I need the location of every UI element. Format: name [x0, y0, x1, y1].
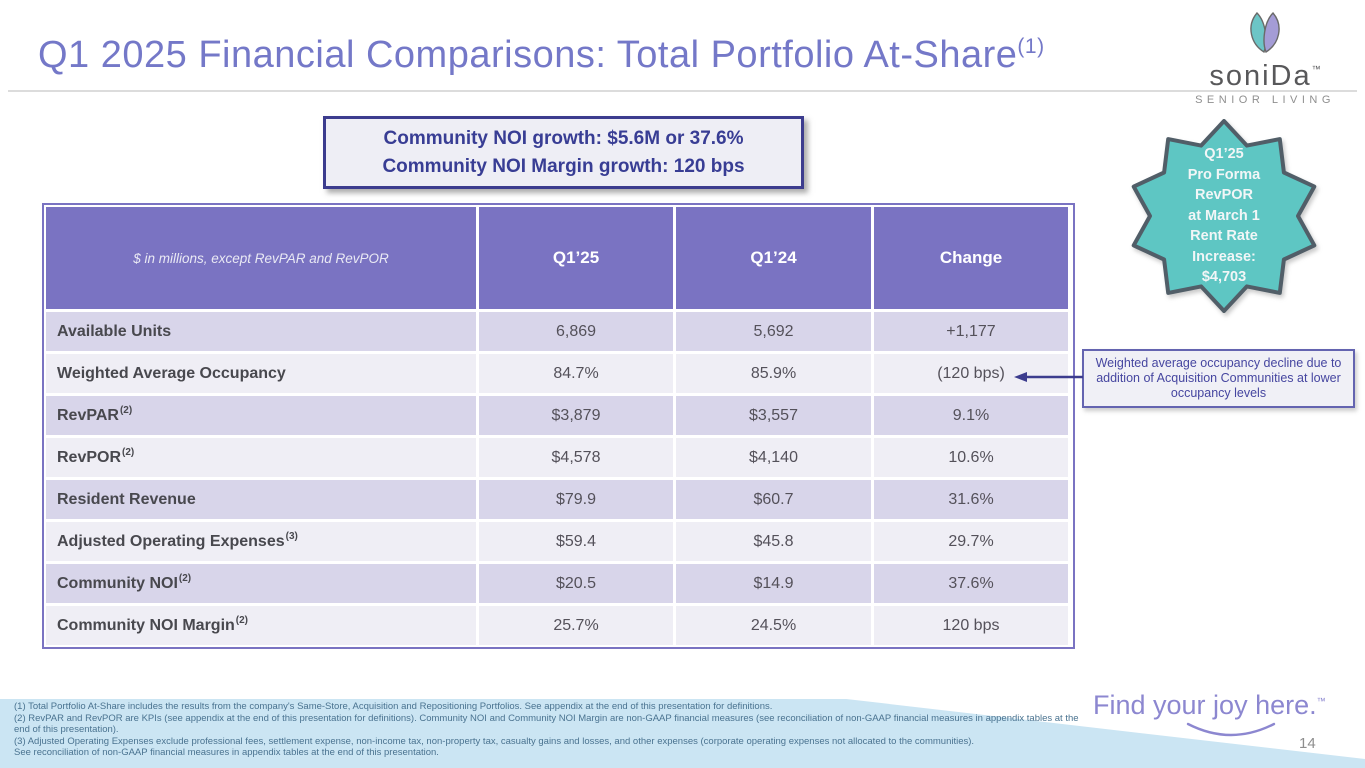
- smile-arc-icon: [1186, 722, 1276, 737]
- table-cell: $59.4: [479, 522, 673, 561]
- sonida-logo: soniDa™ SENIOR LIVING: [1190, 10, 1340, 106]
- table-cell: 84.7%: [479, 354, 673, 393]
- badge-line: RevPOR: [1194, 187, 1254, 204]
- badge-line: at March 1: [1188, 207, 1260, 224]
- page-number: 14: [1299, 735, 1316, 752]
- table-cell: 9.1%: [874, 396, 1068, 435]
- row-label: Resident Revenue: [46, 480, 476, 519]
- table-cell: (120 bps): [874, 354, 1068, 393]
- table-cell: 24.5%: [676, 606, 871, 645]
- table-cell: 6,869: [479, 312, 673, 351]
- table-cell: $79.9: [479, 480, 673, 519]
- table-cell: 10.6%: [874, 438, 1068, 477]
- table-cell: 120 bps: [874, 606, 1068, 645]
- title-divider: [8, 90, 1357, 92]
- badge-line: Pro Forma: [1187, 166, 1261, 183]
- starburst-icon: [1131, 119, 1317, 313]
- table-cell: $60.7: [676, 480, 871, 519]
- table-cell: $45.8: [676, 522, 871, 561]
- table-cell: +1,177: [874, 312, 1068, 351]
- table-cell: 29.7%: [874, 522, 1068, 561]
- table-cell: 85.9%: [676, 354, 871, 393]
- table-cell: $20.5: [479, 564, 673, 603]
- logo-subtitle: SENIOR LIVING: [1195, 94, 1335, 106]
- noi-growth-highlight-box: Community NOI growth: $5.6M or 37.6% Com…: [323, 116, 804, 189]
- row-label: Available Units: [46, 312, 476, 351]
- leaves-icon: [1250, 11, 1280, 54]
- badge-line: Rent Rate: [1190, 228, 1258, 245]
- footnotes: (1) Total Portfolio At-Share includes th…: [14, 701, 1092, 759]
- row-label: Community NOI Margin (2): [46, 606, 476, 645]
- tagline-trademark: ™: [1316, 696, 1326, 706]
- table-cell: 5,692: [676, 312, 871, 351]
- title-footnote-marker: (1): [1017, 35, 1045, 58]
- footnote: (1) Total Portfolio At-Share includes th…: [14, 701, 773, 712]
- column-header-q125: Q1’25: [479, 207, 673, 309]
- revpor-badge: Q1’25 Pro Forma RevPOR at March 1 Rent R…: [1124, 116, 1324, 316]
- table-cell: 37.6%: [874, 564, 1068, 603]
- footnote: (3) Adjusted Operating Expenses exclude …: [14, 735, 975, 747]
- noi-growth-line: Community NOI growth: $5.6M or 37.6%: [383, 127, 744, 149]
- row-label: Weighted Average Occupancy: [46, 354, 476, 393]
- table-cell: $4,140: [676, 438, 871, 477]
- table-cell: 31.6%: [874, 480, 1068, 519]
- table-cell: $14.9: [676, 564, 871, 603]
- logo-trademark: ™: [1311, 64, 1321, 74]
- revpor-badge-text: Q1’25 Pro Forma RevPOR at March 1 Rent R…: [1124, 116, 1324, 316]
- logo-wordmark: soniDa™: [1209, 60, 1321, 92]
- badge-line: Q1’25: [1204, 146, 1244, 163]
- callout-arrow-icon: [1014, 372, 1083, 382]
- column-header-q124: Q1’24: [676, 207, 871, 309]
- row-label: Community NOI (2): [46, 564, 476, 603]
- table-caption: $ in millions, except RevPAR and RevPOR: [46, 207, 476, 309]
- row-label: Adjusted Operating Expenses (3): [46, 522, 476, 561]
- badge-line: Increase:: [1192, 248, 1256, 265]
- table-cell: 25.7%: [479, 606, 673, 645]
- table-cell: $3,879: [479, 396, 673, 435]
- column-header-change: Change: [874, 207, 1068, 309]
- occupancy-callout: Weighted average occupancy decline due t…: [1082, 349, 1355, 408]
- brand-tagline: Find your joy here.™: [1093, 690, 1326, 720]
- footnote: See reconciliation of non-GAAP financial…: [14, 747, 439, 759]
- table-cell: $3,557: [676, 396, 871, 435]
- noi-margin-growth-line: Community NOI Margin growth: 120 bps: [382, 155, 745, 177]
- table-cell: $4,578: [479, 438, 673, 477]
- financial-comparison-table: $ in millions, except RevPAR and RevPOR …: [42, 203, 1075, 649]
- row-label: RevPAR (2): [46, 396, 476, 435]
- badge-line: $4,703: [1201, 269, 1247, 286]
- row-label: RevPOR (2): [46, 438, 476, 477]
- page-title: Q1 2025 Financial Comparisons: Total Por…: [38, 34, 1045, 76]
- footnote: (2) RevPAR and RevPOR are KPIs (see appe…: [14, 712, 1079, 736]
